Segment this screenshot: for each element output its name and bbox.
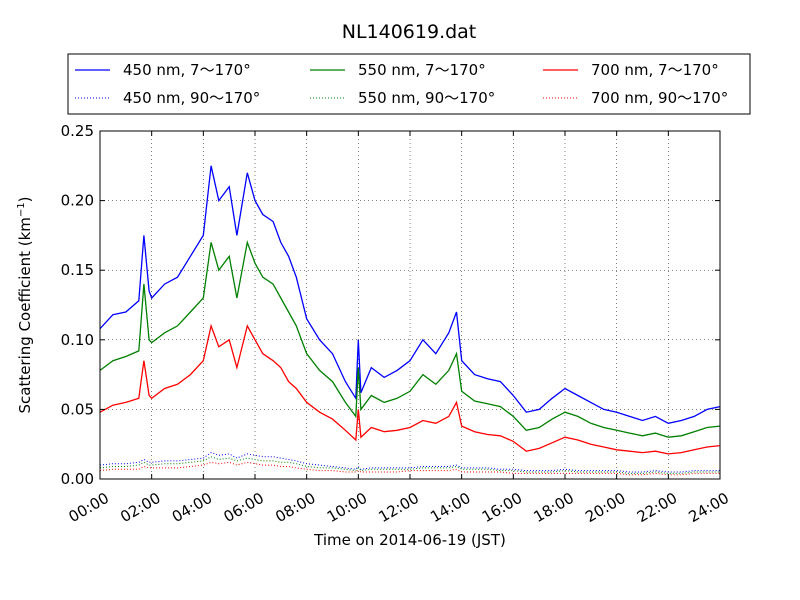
legend-label: 550 nm, 90～170° bbox=[358, 89, 495, 107]
series-line-6 bbox=[99, 461, 720, 476]
series-line-4 bbox=[99, 456, 720, 474]
legend-items: 450 nm, 7～170° 550 nm, 7～170° 700 nm, 7～17… bbox=[75, 61, 728, 107]
y-tick-label: 0.10 bbox=[61, 331, 94, 349]
series-line-5 bbox=[99, 323, 721, 455]
y-tick-label: 0.15 bbox=[61, 261, 94, 279]
series-layer bbox=[99, 165, 721, 476]
legend: 450 nm, 7～170° 550 nm, 7～170° 700 nm, 7～17… bbox=[67, 53, 751, 115]
y-tick-label: 0.05 bbox=[61, 400, 94, 418]
chart-title: NL140619.dat bbox=[342, 21, 477, 43]
series-line-1 bbox=[99, 165, 721, 424]
y-tick-label: 0.00 bbox=[61, 470, 94, 488]
legend-label: 450 nm, 7～170° bbox=[123, 61, 251, 79]
legend-label: 450 nm, 90～170° bbox=[123, 89, 260, 107]
y-axis-label-exponent: −1 bbox=[16, 202, 27, 217]
y-axis-label: Scattering Coefficient (km−1) bbox=[16, 196, 34, 413]
y-tick-labels: 0.00 0.05 0.10 0.15 0.20 0.25 bbox=[61, 122, 94, 488]
series-line-3 bbox=[99, 239, 721, 438]
axis-ticks bbox=[99, 130, 721, 480]
grid-lines bbox=[100, 131, 720, 479]
legend-box bbox=[67, 53, 751, 115]
x-axis-label: Time on 2014-06-19 (JST) bbox=[313, 531, 506, 549]
y-tick-label: 0.20 bbox=[61, 192, 94, 210]
y-tick-label: 0.25 bbox=[61, 122, 94, 140]
legend-label: 550 nm, 7～170° bbox=[358, 61, 486, 79]
legend-label: 700 nm, 7～170° bbox=[591, 61, 719, 79]
legend-label: 700 nm, 90～170° bbox=[591, 89, 728, 107]
y-axis-label-tail: ) bbox=[16, 196, 34, 202]
y-axis-label-main: Scattering Coefficient (km bbox=[16, 217, 34, 413]
